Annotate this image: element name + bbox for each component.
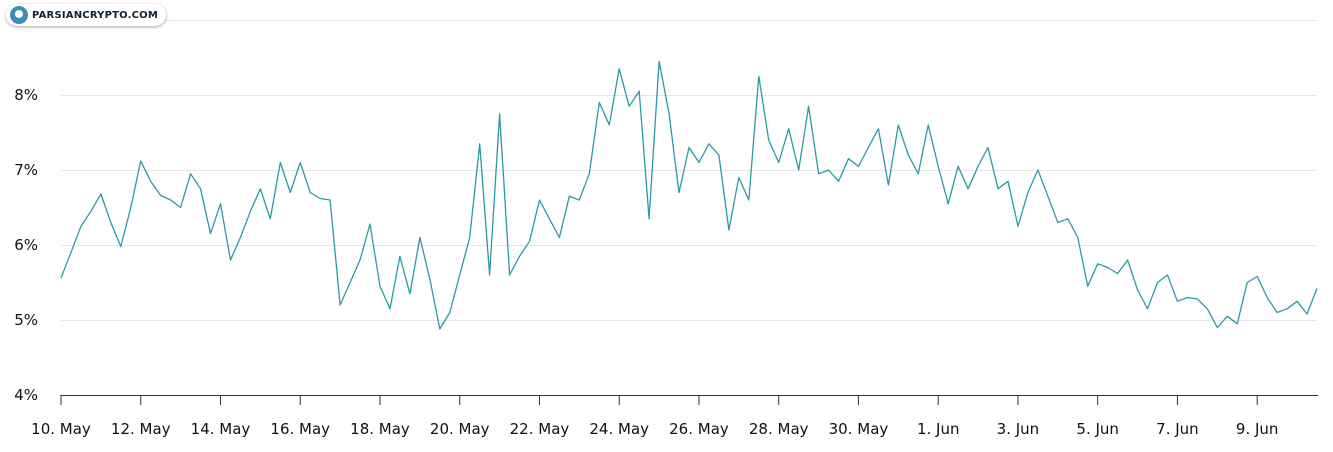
gridlines — [61, 20, 1317, 321]
x-tick-label: 18. May — [350, 420, 410, 438]
x-axis-ticks: 10. May 12. May 14. May 16. May 18. May 20. M… — [31, 395, 1278, 438]
x-tick-label: 16. May — [270, 420, 330, 438]
watermark-badge: PARSIANCRYPTO.COM — [6, 4, 167, 26]
x-tick-label: 20. May — [430, 420, 490, 438]
y-tick-label: 8% — [14, 86, 38, 104]
x-tick-label: 1. Jun — [917, 420, 960, 438]
x-tick-label: 7. Jun — [1156, 420, 1199, 438]
x-tick-label: 30. May — [829, 420, 889, 438]
x-tick-label: 14. May — [191, 420, 251, 438]
x-tick-label: 5. Jun — [1076, 420, 1119, 438]
y-tick-label: 6% — [14, 236, 38, 254]
x-tick-label: 26. May — [669, 420, 729, 438]
x-tick-label: 12. May — [111, 420, 171, 438]
y-tick-label: 4% — [14, 386, 38, 404]
series-line — [60, 60, 1318, 330]
y-tick-label: 5% — [14, 311, 38, 329]
x-tick-label: 9. Jun — [1236, 420, 1279, 438]
parsiancrypto-logo-icon — [10, 6, 28, 24]
y-tick-label: 7% — [14, 161, 38, 179]
watermark-text: PARSIANCRYPTO.COM — [32, 9, 159, 21]
x-tick-label: 10. May — [31, 420, 91, 438]
x-tick-label: 28. May — [749, 420, 809, 438]
y-axis-labels: 4% 5% 6% 7% 8% — [14, 86, 38, 404]
x-tick-label: 3. Jun — [997, 420, 1040, 438]
x-tick-label: 24. May — [589, 420, 649, 438]
x-tick-label: 22. May — [510, 420, 570, 438]
